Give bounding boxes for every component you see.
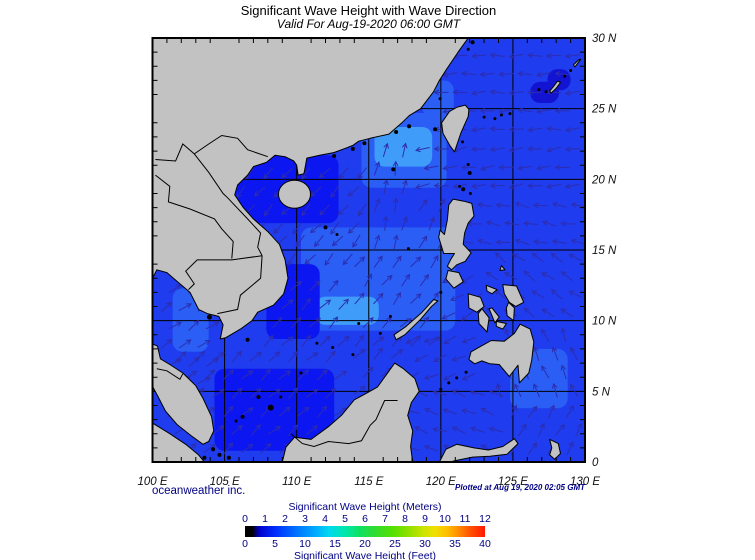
lat-label: 10 N	[592, 316, 617, 328]
meters-tick-label: 11	[459, 513, 471, 525]
hainan-island	[278, 179, 311, 209]
feet-tick-label: 0	[242, 538, 248, 550]
lon-label: 130 E	[570, 476, 600, 488]
land-layer	[152, 38, 582, 462]
feet-tick-label: 25	[389, 538, 401, 550]
page-title: Significant Wave Height with Wave Direct…	[240, 3, 497, 18]
lat-label: 15 N	[592, 245, 617, 257]
colorbar-meters-ticks: 0 1 2 3 4 5 6 7 8 9 10 11 12	[242, 513, 491, 525]
colorbar-meters-label: Significant Wave Height (Meters)	[288, 501, 442, 513]
degree-ticks	[152, 38, 585, 462]
feet-tick-label: 5	[272, 538, 278, 550]
feet-tick-label: 15	[329, 538, 341, 550]
lat-label: 25 N	[591, 104, 617, 116]
meters-tick-label: 6	[362, 513, 368, 525]
colorbar-feet-ticks: 0 5 10 15 20 25 30 35 40	[242, 538, 491, 550]
lat-label: 0	[592, 457, 599, 469]
meters-tick-label: 7	[382, 513, 388, 525]
plotted-timestamp: Plotted at Aug 19, 2020 02:05 GMT	[455, 483, 585, 492]
lon-label: 105 E	[210, 476, 240, 488]
country-border-layer	[155, 134, 398, 448]
colorbar-feet-label: Significant Wave Height (Feet)	[293, 550, 436, 560]
meters-tick-label: 8	[402, 513, 408, 525]
wave-arrow-layer	[160, 52, 585, 456]
map-frame	[151, 37, 586, 463]
colorbar-gradient	[245, 526, 485, 537]
lon-label: 120 E	[426, 476, 456, 488]
meters-tick-label: 10	[439, 513, 451, 525]
feet-tick-label: 35	[449, 538, 461, 550]
credit-text: oceanweather inc.	[152, 485, 246, 497]
meters-tick-label: 12	[479, 513, 491, 525]
meters-tick-label: 5	[342, 513, 348, 525]
lat-axis-labels: 30 N 25 N 20 N 15 N 10 N 5 N 0	[591, 33, 617, 469]
lat-label: 5 N	[592, 386, 611, 398]
feet-tick-label: 20	[359, 538, 371, 550]
meters-tick-label: 2	[282, 513, 288, 525]
feet-tick-label: 40	[479, 538, 491, 550]
meters-tick-label: 3	[302, 513, 308, 525]
lat-label: 20 N	[591, 174, 617, 186]
valid-time-subtitle: Valid For Aug-19-2020 06:00 GMT	[276, 17, 461, 31]
lon-label: 100 E	[137, 476, 167, 488]
lon-label: 110 E	[282, 476, 312, 488]
feet-tick-label: 30	[419, 538, 431, 550]
lon-label: 115 E	[354, 476, 384, 488]
meters-tick-label: 9	[422, 513, 428, 525]
lon-axis-labels: 100 E 105 E 110 E 115 E 120 E 125 E 130 E	[137, 476, 600, 488]
lat-label: 30 N	[592, 33, 617, 45]
meters-tick-label: 1	[262, 513, 268, 525]
islet-layer	[202, 40, 573, 460]
feet-tick-label: 10	[299, 538, 311, 550]
lon-label: 125 E	[498, 476, 528, 488]
meters-tick-label: 0	[242, 513, 248, 525]
meters-tick-label: 4	[322, 513, 328, 525]
